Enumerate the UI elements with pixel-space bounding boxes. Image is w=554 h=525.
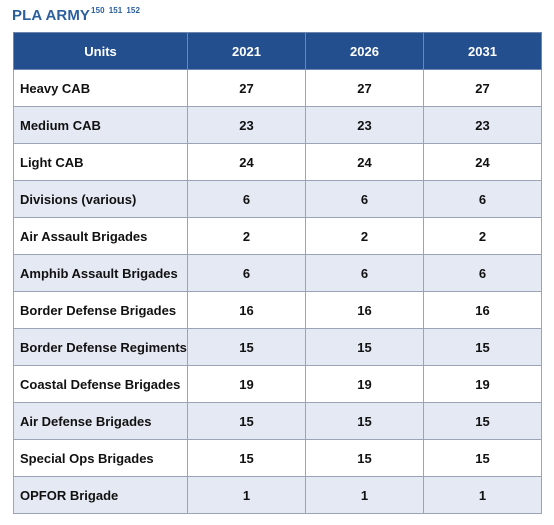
table-row: Divisions (various) 6 6 6 — [13, 180, 542, 218]
table-row: Light CAB 24 24 24 — [13, 143, 542, 181]
table-row: Amphib Assault Brigades 6 6 6 — [13, 254, 542, 292]
column-header-2026: 2026 — [305, 32, 424, 70]
value-2021-cell: 27 — [187, 69, 306, 107]
unit-name-cell: Amphib Assault Brigades — [13, 254, 188, 292]
value-2021-cell: 16 — [187, 291, 306, 329]
table-header-row: Units 2021 2026 2031 — [13, 32, 542, 70]
unit-name-cell: Medium CAB — [13, 106, 188, 144]
unit-name-cell: Coastal Defense Brigades — [13, 365, 188, 403]
value-2021-cell: 15 — [187, 328, 306, 366]
table-row: OPFOR Brigade 1 1 1 — [13, 476, 542, 514]
unit-name-cell: Special Ops Brigades — [13, 439, 188, 477]
table-row: Heavy CAB 27 27 27 — [13, 69, 542, 107]
value-2031-cell: 1 — [423, 476, 542, 514]
page-title: PLA ARMY150 151 152 — [12, 6, 140, 24]
value-2021-cell: 15 — [187, 402, 306, 440]
value-2026-cell: 15 — [305, 402, 424, 440]
value-2031-cell: 16 — [423, 291, 542, 329]
table-row: Border Defense Regiments 15 15 15 — [13, 328, 542, 366]
value-2031-cell: 27 — [423, 69, 542, 107]
unit-name-cell: Heavy CAB — [13, 69, 188, 107]
value-2026-cell: 19 — [305, 365, 424, 403]
value-2026-cell: 6 — [305, 254, 424, 292]
units-table: Units 2021 2026 2031 Heavy CAB 27 27 27 … — [13, 32, 542, 514]
value-2026-cell: 6 — [305, 180, 424, 218]
unit-name-cell: Border Defense Regiments — [13, 328, 188, 366]
table-row: Air Assault Brigades 2 2 2 — [13, 217, 542, 255]
value-2031-cell: 15 — [423, 439, 542, 477]
value-2021-cell: 1 — [187, 476, 306, 514]
value-2031-cell: 2 — [423, 217, 542, 255]
value-2026-cell: 23 — [305, 106, 424, 144]
value-2021-cell: 19 — [187, 365, 306, 403]
value-2031-cell: 15 — [423, 328, 542, 366]
value-2021-cell: 23 — [187, 106, 306, 144]
footnote-ref[interactable]: 151 — [108, 6, 123, 15]
value-2026-cell: 15 — [305, 328, 424, 366]
column-header-2021: 2021 — [187, 32, 306, 70]
value-2021-cell: 6 — [187, 180, 306, 218]
value-2021-cell: 15 — [187, 439, 306, 477]
unit-name-cell: Light CAB — [13, 143, 188, 181]
unit-name-cell: OPFOR Brigade — [13, 476, 188, 514]
column-header-2031: 2031 — [423, 32, 542, 70]
value-2031-cell: 15 — [423, 402, 542, 440]
table-row: Coastal Defense Brigades 19 19 19 — [13, 365, 542, 403]
value-2031-cell: 23 — [423, 106, 542, 144]
footnote-ref[interactable]: 152 — [126, 6, 140, 15]
value-2031-cell: 6 — [423, 180, 542, 218]
value-2021-cell: 24 — [187, 143, 306, 181]
value-2026-cell: 24 — [305, 143, 424, 181]
table-row: Medium CAB 23 23 23 — [13, 106, 542, 144]
unit-name-cell: Air Assault Brigades — [13, 217, 188, 255]
table-row: Air Defense Brigades 15 15 15 — [13, 402, 542, 440]
table-row: Special Ops Brigades 15 15 15 — [13, 439, 542, 477]
value-2026-cell: 1 — [305, 476, 424, 514]
value-2026-cell: 15 — [305, 439, 424, 477]
value-2031-cell: 24 — [423, 143, 542, 181]
value-2026-cell: 27 — [305, 69, 424, 107]
column-header-units: Units — [13, 32, 188, 70]
title-text: PLA ARMY — [12, 7, 91, 24]
value-2026-cell: 2 — [305, 217, 424, 255]
footnote-ref[interactable]: 150 — [91, 6, 105, 15]
value-2021-cell: 6 — [187, 254, 306, 292]
unit-name-cell: Air Defense Brigades — [13, 402, 188, 440]
unit-name-cell: Border Defense Brigades — [13, 291, 188, 329]
value-2026-cell: 16 — [305, 291, 424, 329]
value-2031-cell: 19 — [423, 365, 542, 403]
value-2031-cell: 6 — [423, 254, 542, 292]
table-row: Border Defense Brigades 16 16 16 — [13, 291, 542, 329]
value-2021-cell: 2 — [187, 217, 306, 255]
unit-name-cell: Divisions (various) — [13, 180, 188, 218]
